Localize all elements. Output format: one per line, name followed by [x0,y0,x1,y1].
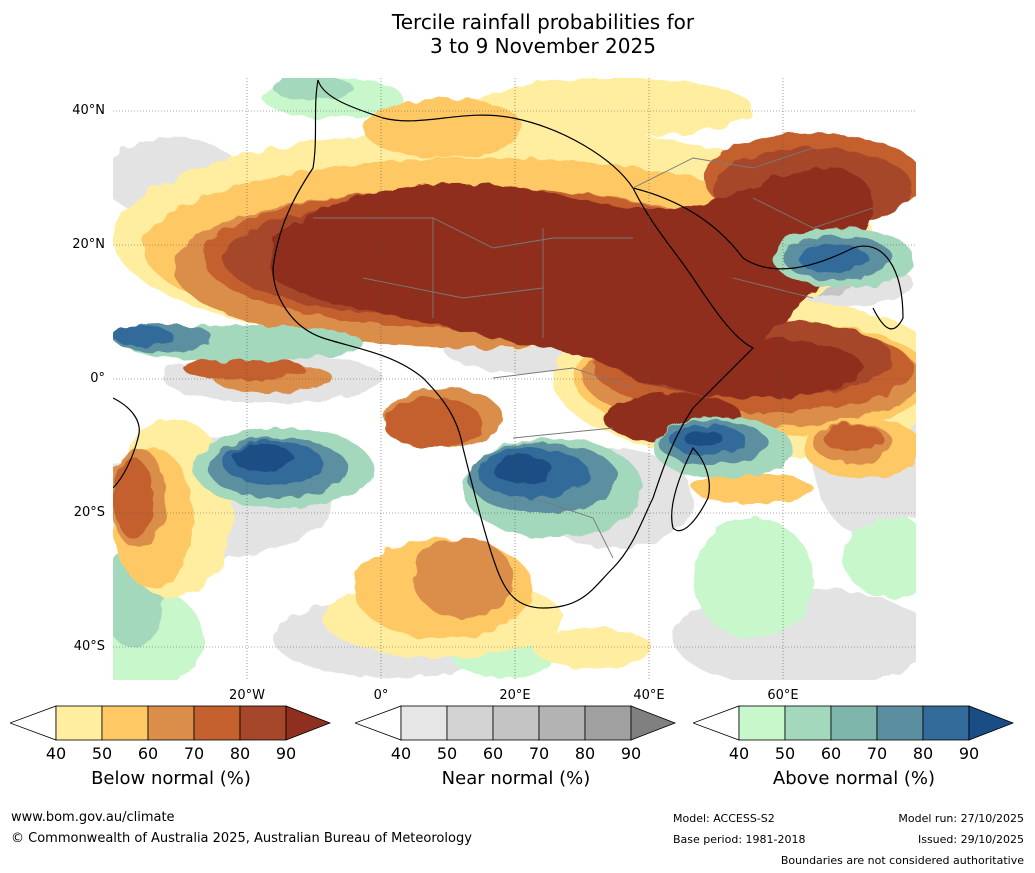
tick-label: 80 [912,744,934,763]
colorbar-segment [538,705,586,741]
rainfall-probability-map [113,78,916,680]
tick-label: 90 [958,744,980,763]
lat-label-40s: 40°S [73,639,105,654]
lat-label-40n: 40°N [72,103,105,118]
tick-label: 40 [45,744,67,763]
above-normal-label: Above normal (%) [772,768,936,789]
title-line-1: Tercile rainfall probabilities for [391,10,695,34]
lat-label-20s: 20°S [73,505,105,520]
tick-label: 80 [574,744,596,763]
above-normal-colorbar [693,705,1015,741]
tick-label: 90 [275,744,297,763]
colorbar-low-extension [10,705,57,741]
base-period: Base period: 1981-2018 [673,833,806,846]
colorbar-high-extension [630,705,677,741]
model-name: Model: ACCESS-S2 [673,812,775,825]
tick-label: 60 [482,744,504,763]
lon-label-60e: 60°E [767,688,799,703]
colorbar-segment [492,705,540,741]
colorbar-segment [830,705,878,741]
colorbar-segment [876,705,924,741]
tick-label: 50 [436,744,458,763]
title-line-2: 3 to 9 November 2025 [430,34,656,58]
tick-label: 60 [137,744,159,763]
colorbar-segment [784,705,832,741]
colorbar-high-extension [968,705,1015,741]
colorbar-segment [101,705,149,741]
copyright-text: © Commonwealth of Australia 2025, Austra… [11,831,472,846]
colorbar-segment [738,705,786,741]
model-run-date: Model run: 27/10/2025 [898,812,1024,825]
coastlines [113,79,904,609]
tick-label: 70 [528,744,550,763]
tick-label: 70 [183,744,205,763]
lon-label-40e: 40°E [633,688,665,703]
colorbar-segment [584,705,632,741]
near-normal-colorbar [355,705,677,741]
tick-label: 90 [620,744,642,763]
colorbar-segment [446,705,494,741]
tick-label: 40 [390,744,412,763]
country-boundaries [313,147,874,559]
colorbar-segment [55,705,103,741]
colorbar-segment [193,705,241,741]
below-normal-label: Below normal (%) [91,768,251,789]
colorbar-high-extension [285,705,332,741]
near-normal-label: Near normal (%) [441,768,591,789]
issued-date: Issued: 29/10/2025 [917,833,1024,846]
lon-label-20e: 20°E [499,688,531,703]
website-text: www.bom.gov.au/climate [11,810,175,825]
tick-label: 70 [866,744,888,763]
colorbar-low-extension [355,705,402,741]
tick-label: 80 [229,744,251,763]
lon-label-0: 0° [373,688,389,703]
probability-shading [113,78,916,680]
colorbar-segment [922,705,970,741]
colorbar-segment [147,705,195,741]
boundaries-disclaimer: Boundaries are not considered authoritat… [780,854,1024,867]
tick-label: 60 [820,744,842,763]
tick-label: 50 [91,744,113,763]
tick-label: 50 [774,744,796,763]
lon-label-20w: 20°W [229,688,265,703]
colorbar-segment [400,705,448,741]
colorbar-segment [239,705,287,741]
tick-label: 40 [728,744,750,763]
map-title: Tercile rainfall probabilities for 3 to … [0,10,1035,58]
colorbar-low-extension [693,705,740,741]
graticule [113,78,916,680]
lat-label-equator: 0° [90,371,105,386]
lat-label-20n: 20°N [72,237,105,252]
below-normal-colorbar [10,705,332,741]
